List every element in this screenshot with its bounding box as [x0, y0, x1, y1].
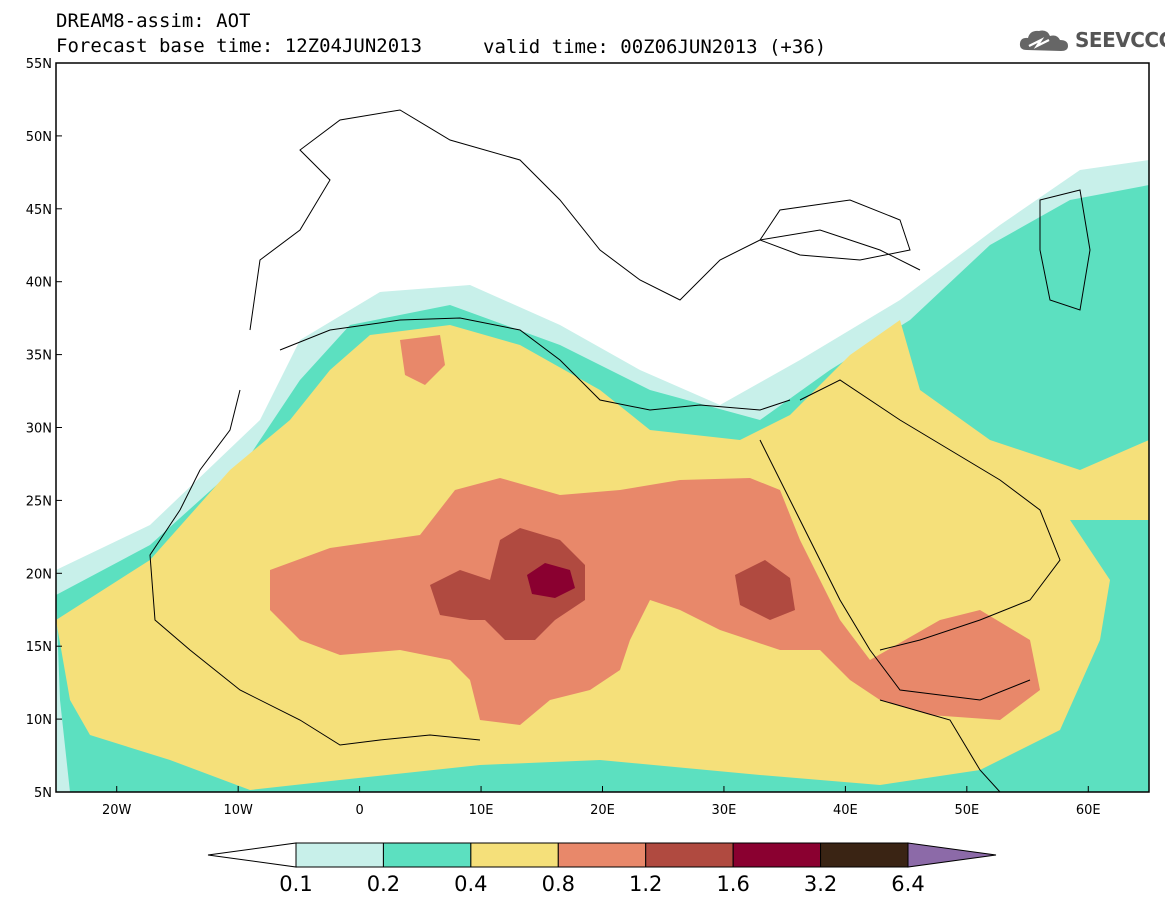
coastline-arabia — [799, 379, 1061, 651]
colorbar-arrow-low — [207, 842, 297, 868]
lat-tick-label: 50N — [26, 130, 52, 145]
lat-tick-label: 30N — [26, 422, 52, 437]
lon-tick-label: 20E — [590, 803, 615, 818]
coastline-mediterranean — [279, 317, 791, 411]
aot-band-0.8-1.2 — [270, 478, 1040, 725]
lon-tick-label: 10E — [469, 803, 494, 818]
colorbar-segment — [295, 842, 384, 868]
colorbar-segment — [470, 842, 559, 868]
lon-tick-label: 20W — [102, 803, 132, 818]
coastline-red-sea — [759, 439, 1031, 701]
coastline-black-sea — [759, 199, 911, 261]
lon-tick-label: 30E — [712, 803, 737, 818]
aot-band-1.2-1.6 — [430, 528, 585, 640]
seevccc-logo: SEEVCCC — [1017, 26, 1165, 54]
colorbar-segment — [645, 842, 734, 868]
lat-tick-label: 25N — [26, 494, 52, 509]
colorbar-segment — [820, 842, 909, 868]
coastline-west-africa — [149, 389, 481, 746]
colorbar-label: 6.4 — [891, 872, 925, 896]
coastline-east-africa — [879, 699, 1001, 792]
lat-tick-label: 5N — [34, 786, 52, 801]
colorbar-label: 0.4 — [454, 872, 488, 896]
colorbar — [207, 842, 997, 868]
colorbar-segment — [732, 842, 822, 868]
title-base-time: Forecast base time: 12Z04JUN2013 — [56, 35, 423, 57]
latitude-axis: 55N 50N 45N 40N 35N 30N 25N 20N 15N 10N 5N — [26, 57, 62, 801]
colorbar-segment — [557, 842, 647, 868]
cloud-icon — [1019, 30, 1068, 51]
aot-band-1.6-3.2 — [527, 563, 575, 598]
lat-tick-label: 20N — [26, 567, 52, 582]
lon-tick-label: 40E — [833, 803, 858, 818]
colorbar-arrow-high — [907, 842, 997, 868]
colorbar-label: 0.2 — [366, 872, 401, 896]
title-variable: DREAM8-assim: AOT — [56, 10, 251, 32]
lat-tick-label: 10N — [26, 713, 52, 728]
coastline-caspian — [1039, 189, 1091, 311]
aot-patch-sudan — [735, 560, 795, 620]
lat-tick-label: 55N — [26, 57, 52, 72]
colorbar-label: 0.8 — [541, 872, 575, 896]
colorbar-label: 0.1 — [279, 872, 313, 896]
colorbar-segment — [382, 842, 472, 868]
aot-patch-atlas — [400, 335, 445, 385]
longitude-axis: 20W 10W 0 10E 20E 30E 40E 50E 60E — [102, 786, 1101, 818]
lon-tick-label: 50E — [954, 803, 979, 818]
title-valid-time: valid time: 00Z06JUN2013 (+36) — [483, 36, 827, 58]
lat-tick-label: 40N — [26, 276, 52, 291]
lat-tick-label: 35N — [26, 349, 52, 364]
colorbar-label: 1.2 — [629, 872, 663, 896]
colorbar-label: 3.2 — [803, 872, 838, 896]
colorbar-label: 1.6 — [716, 872, 750, 896]
coastline-europe — [249, 109, 921, 331]
logo-text: SEEVCCC — [1075, 28, 1165, 52]
lon-tick-label: 0 — [355, 803, 363, 818]
lon-tick-label: 10W — [223, 803, 253, 818]
lon-tick-label: 60E — [1076, 803, 1101, 818]
lat-tick-label: 15N — [26, 640, 52, 655]
lat-tick-label: 45N — [26, 203, 52, 218]
